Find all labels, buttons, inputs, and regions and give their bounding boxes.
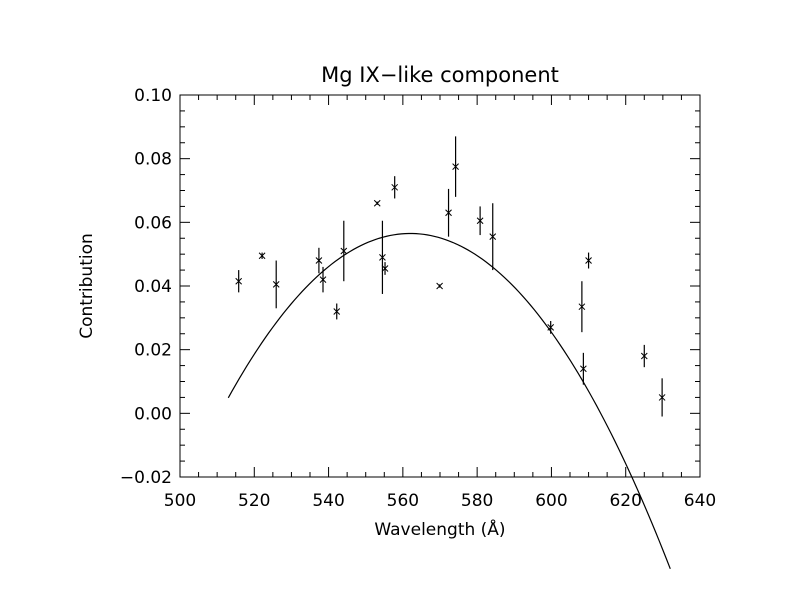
data-point [272,260,280,309]
x-marker-stroke [319,276,327,283]
x-marker-stroke [640,352,648,360]
data-point [258,252,266,260]
x-tick-label: 620 [609,491,641,511]
x-marker-stroke [373,199,381,207]
y-axis-ticks [180,94,700,478]
x-axis-tick-labels: 500 520 540 560 580 600 620 640 [164,491,716,511]
x-tick-label: 500 [164,491,196,511]
x-marker-stroke [391,183,399,191]
x-marker-stroke [658,394,666,401]
y-tick-label: −0.02 [120,468,172,488]
x-tick-label: 580 [461,491,493,511]
data-point [580,352,587,385]
x-marker-stroke [340,247,348,255]
x-tick-label: 520 [238,491,270,511]
y-tick-label: 0.00 [134,404,172,424]
data-point [489,203,497,271]
chart-title: Mg IX−like component [321,63,559,87]
y-tick-label: 0.06 [134,213,172,233]
data-point [373,199,381,207]
y-tick-label: 0.10 [134,86,172,106]
y-axis-tick-labels: −0.02 0.00 0.02 0.04 0.06 0.08 0.10 [120,86,172,488]
x-marker-stroke [333,308,341,315]
y-tick-label: 0.02 [134,341,172,361]
x-axis-label: Wavelength (Å) [374,518,505,540]
x-marker-stroke [315,257,323,264]
data-points [235,136,666,417]
x-axis-ticks [179,95,701,477]
x-marker-stroke [476,217,484,225]
data-point [333,303,341,320]
x-marker-stroke [258,252,266,260]
x-marker-stroke [489,233,497,241]
x-marker-stroke [235,277,243,285]
data-point [436,282,443,290]
data-point [452,136,459,197]
data-point [315,247,323,274]
data-point [379,220,386,294]
fit-curve [227,232,671,570]
data-point [445,188,452,237]
data-point [578,281,586,333]
y-tick-label: 0.04 [134,277,172,297]
y-tick-label: 0.08 [134,150,172,170]
x-tick-label: 560 [387,491,419,511]
data-point [547,321,555,334]
data-point [658,378,666,417]
x-marker-stroke [547,324,555,331]
x-marker-stroke [379,253,386,261]
data-point [640,344,648,368]
x-marker-stroke [452,163,459,170]
x-marker-stroke [436,282,443,290]
data-point [319,266,327,293]
x-marker-stroke [580,365,587,373]
x-tick-label: 640 [684,491,716,511]
plot-area: 500 520 540 560 580 600 620 640 −0.02 0.00 0.02 0.… [120,86,716,570]
x-marker-stroke [585,257,592,264]
x-marker-stroke [578,303,586,311]
data-point [235,270,243,293]
x-marker-stroke [381,265,389,272]
data-point [476,206,484,236]
y-axis-label: Contribution [77,233,97,339]
x-marker-stroke [445,209,452,217]
x-tick-label: 540 [312,491,344,511]
data-point [585,252,592,269]
x-marker-stroke [272,281,280,288]
data-point [340,220,348,282]
data-point [381,262,389,275]
x-tick-label: 600 [535,491,567,511]
data-point [391,176,399,199]
